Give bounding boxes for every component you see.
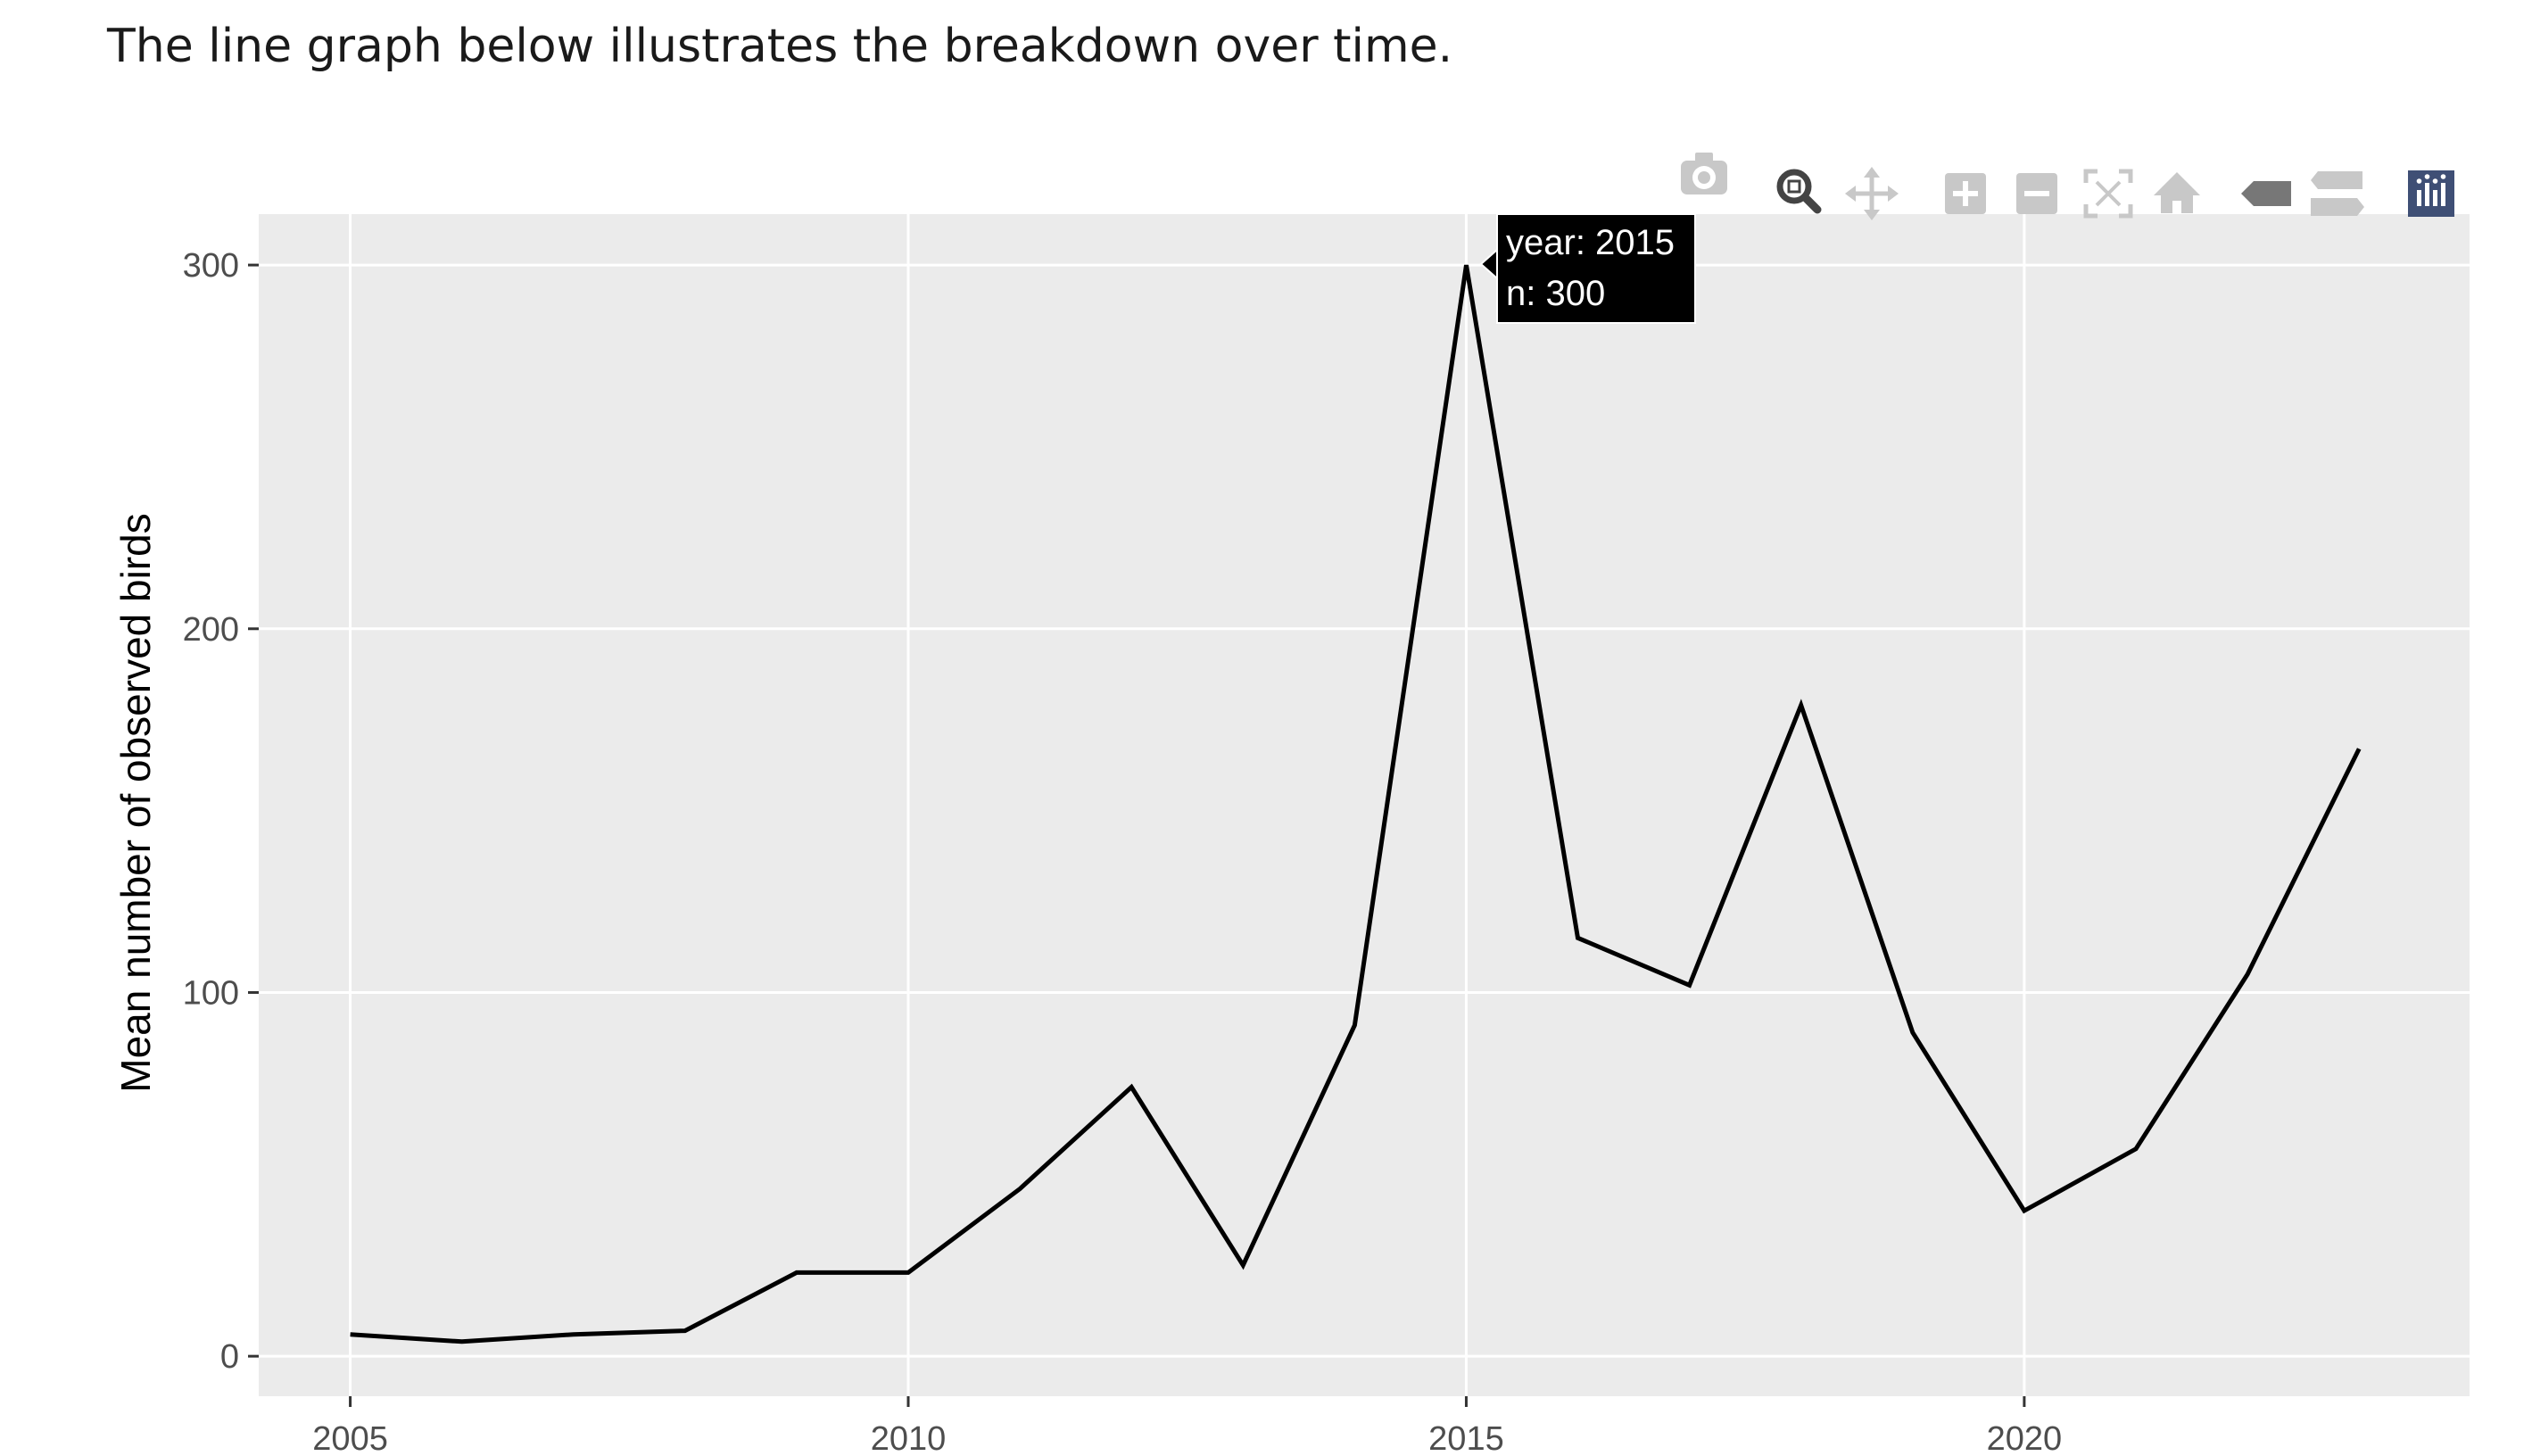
pan-icon[interactable] xyxy=(1845,167,1899,220)
hover-closest-icon[interactable] xyxy=(2241,181,2291,206)
plot-panel[interactable] xyxy=(259,214,2470,1396)
hover-compare-icon[interactable] xyxy=(2311,171,2364,216)
series-group[interactable] xyxy=(338,252,2372,1354)
data-point[interactable] xyxy=(896,1260,921,1285)
data-point[interactable] xyxy=(338,1322,363,1347)
hover-tooltip: year: 2015 n: 300 xyxy=(1479,213,1696,324)
zoom-in-icon[interactable] xyxy=(1945,173,1986,214)
autoscale-icon[interactable] xyxy=(2083,169,2133,219)
data-point[interactable] xyxy=(2123,1137,2148,1162)
zoom-icon[interactable] xyxy=(1776,169,1822,214)
data-point[interactable] xyxy=(2346,736,2371,761)
data-point[interactable] xyxy=(1900,1020,1925,1045)
y-tick-label: 0 xyxy=(220,1338,239,1376)
y-tick-label: 300 xyxy=(183,247,239,285)
data-point[interactable] xyxy=(2235,962,2260,987)
x-tick-label: 2010 xyxy=(871,1420,947,1456)
data-point[interactable] xyxy=(784,1260,809,1285)
data-point[interactable] xyxy=(1342,1013,1367,1038)
series-line[interactable] xyxy=(350,264,2362,1344)
y-axis-title: Mean number of observed birds xyxy=(112,513,159,1092)
data-point[interactable] xyxy=(450,1329,475,1354)
data-point[interactable] xyxy=(1789,692,1814,717)
data-point[interactable] xyxy=(1453,252,1478,277)
x-tick-label: 2020 xyxy=(1987,1420,2063,1456)
y-axis: 0 100 200 300 xyxy=(183,247,259,1376)
data-point[interactable] xyxy=(1007,1177,1032,1202)
data-point[interactable] xyxy=(561,1322,586,1347)
gridlines xyxy=(259,214,2470,1396)
data-point[interactable] xyxy=(2012,1198,2037,1223)
data-point[interactable] xyxy=(1230,1253,1255,1278)
data-point[interactable] xyxy=(1677,972,1702,997)
intro-text: The line graph below illustrates the bre… xyxy=(107,20,1453,73)
y-tick-label: 200 xyxy=(183,611,239,649)
x-axis: 2005 2010 2015 2020 xyxy=(312,1396,2062,1456)
data-point[interactable] xyxy=(673,1319,698,1344)
x-tick-label: 2015 xyxy=(1428,1420,1504,1456)
modebar xyxy=(1681,153,2454,220)
plotly-logo-icon[interactable] xyxy=(2408,170,2454,217)
tooltip-n: n: 300 xyxy=(1506,274,1605,313)
x-tick-label: 2005 xyxy=(312,1420,388,1456)
y-tick-label: 100 xyxy=(183,974,239,1012)
tooltip-box xyxy=(1496,213,1696,324)
data-point[interactable] xyxy=(1119,1074,1144,1099)
camera-icon[interactable] xyxy=(1681,153,1727,194)
zoom-out-icon[interactable] xyxy=(2016,173,2057,214)
home-icon[interactable] xyxy=(2154,172,2200,213)
tooltip-year: year: 2015 xyxy=(1506,223,1675,262)
data-point[interactable] xyxy=(1566,925,1591,950)
